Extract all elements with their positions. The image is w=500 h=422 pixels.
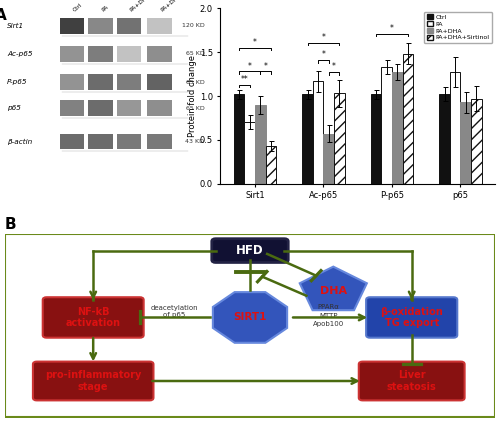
Text: B: B [5,217,16,233]
Bar [148,134,172,149]
Text: *: * [248,62,252,70]
Text: 120 KD: 120 KD [182,24,204,28]
Bar [117,18,141,34]
Bar [324,134,334,184]
Bar [60,134,84,149]
Text: of p65: of p65 [163,312,185,318]
Bar [148,100,172,116]
Bar [60,100,84,116]
Text: PA: PA [100,5,110,13]
Text: Ctrl: Ctrl [72,3,84,13]
Text: *: * [390,24,394,33]
Text: NF-kB
activation: NF-kB activation [66,307,120,328]
FancyBboxPatch shape [33,362,154,400]
Polygon shape [300,267,367,310]
Bar [382,67,392,184]
Text: Apob100: Apob100 [313,321,344,327]
Text: Ac-p65: Ac-p65 [7,51,32,57]
Text: *: * [253,38,257,47]
Text: SIRT1: SIRT1 [234,312,266,322]
Text: Liver
steatosis: Liver steatosis [387,370,436,392]
Text: HFD: HFD [236,244,264,257]
Bar [117,134,141,149]
Text: A: A [0,8,6,24]
Bar [117,74,141,90]
Text: 65 KD: 65 KD [186,51,204,57]
Bar [450,72,460,184]
Bar [371,94,382,184]
Bar [60,74,84,90]
Text: deacetylation: deacetylation [150,306,198,311]
Text: *: * [264,62,268,70]
Bar [88,134,113,149]
Bar [117,46,141,62]
Text: Sirt1: Sirt1 [7,23,24,29]
Text: *: * [322,33,326,42]
Bar [255,105,266,184]
Text: DHA: DHA [320,286,347,296]
Bar [148,74,172,90]
Text: 65 KD: 65 KD [186,79,204,84]
Legend: Ctrl, PA, PA+DHA, PA+DHA+Sirtinol: Ctrl, PA, PA+DHA, PA+DHA+Sirtinol [424,11,492,43]
Bar [88,46,113,62]
FancyBboxPatch shape [42,297,143,338]
Text: P-p65: P-p65 [7,79,28,85]
Bar [302,94,313,184]
Text: *: * [332,62,336,71]
Text: β-actin: β-actin [7,138,32,145]
Text: 65 KD: 65 KD [186,106,204,111]
FancyBboxPatch shape [212,239,288,262]
Text: PPARα: PPARα [318,304,340,310]
Text: MTTP: MTTP [319,313,338,319]
Bar [244,122,255,184]
Text: 43 KD: 43 KD [186,139,204,144]
Bar [266,146,276,184]
Bar [460,102,471,184]
FancyBboxPatch shape [366,297,458,338]
Text: p65: p65 [7,105,21,111]
Text: *: * [322,50,326,59]
Bar [148,46,172,62]
Bar [440,94,450,184]
Bar [313,81,324,184]
Bar [334,93,344,184]
Bar [392,72,402,184]
Bar [117,100,141,116]
Text: **: ** [240,75,248,84]
Text: pro-inflammatory
stage: pro-inflammatory stage [45,370,142,392]
Bar [402,54,413,184]
Bar [88,18,113,34]
Bar [471,99,482,184]
Bar [148,18,172,34]
Bar [60,18,84,34]
Polygon shape [213,292,287,343]
Bar [60,46,84,62]
Bar [88,74,113,90]
Text: β-oxidation
TG export: β-oxidation TG export [380,307,443,328]
Text: PA+DHA+Sirtinol: PA+DHA+Sirtinol [160,0,202,13]
FancyBboxPatch shape [359,362,465,400]
Y-axis label: Protein fold change: Protein fold change [188,55,197,137]
Bar [88,100,113,116]
Text: PA+DHA: PA+DHA [129,0,152,13]
Bar [234,94,244,184]
